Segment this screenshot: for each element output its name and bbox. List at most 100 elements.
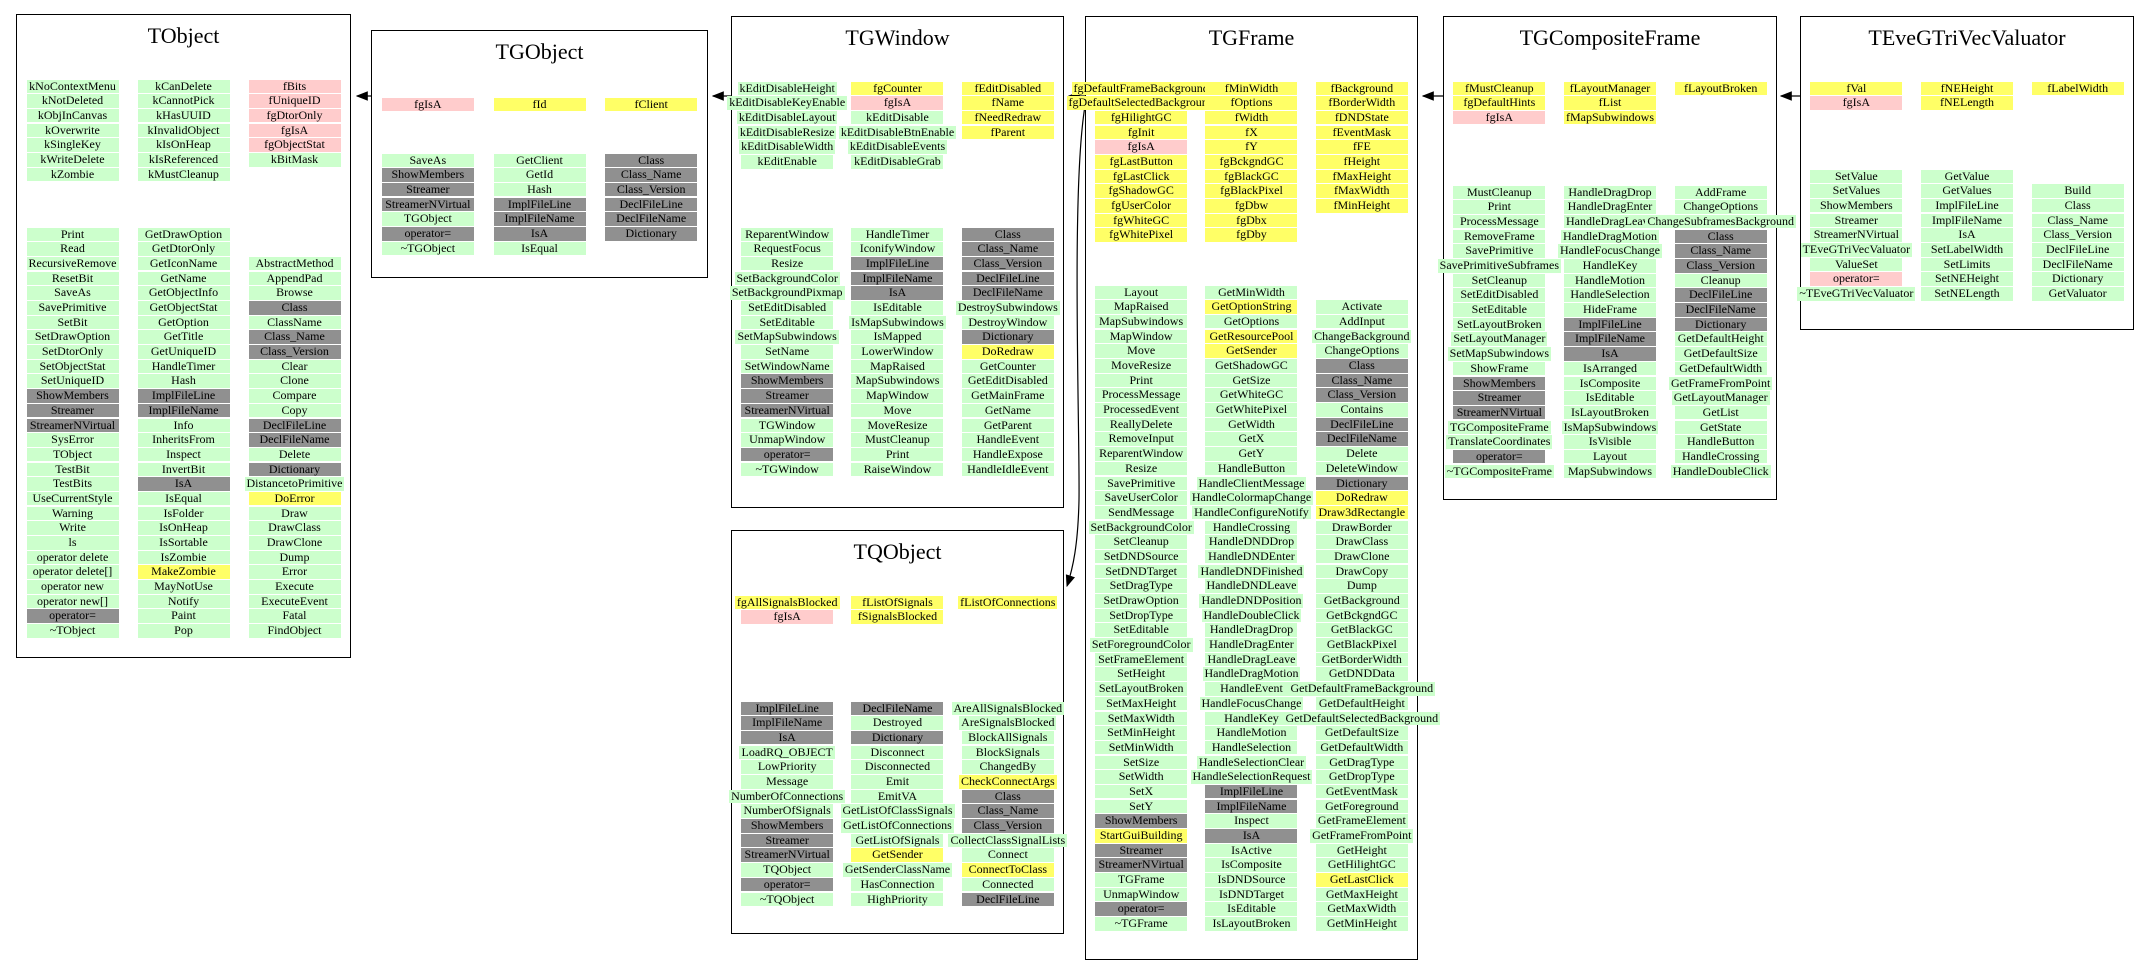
member-item[interactable]: Pop [137,624,230,638]
member-item[interactable]: GetDropType [1315,770,1408,784]
member-item[interactable]: fHeight [1315,155,1408,169]
member-item[interactable]: Browse [248,286,341,300]
member-item[interactable]: Emit [851,775,944,789]
member-item[interactable]: GetDefaultWidth [1674,361,1767,376]
member-item[interactable]: IsVisible [1564,435,1656,449]
member-item[interactable]: Print [1453,200,1546,214]
member-item[interactable]: Fatal [248,609,341,623]
member-item[interactable]: GetState [1674,420,1767,435]
member-item[interactable]: DeclFileLine [961,271,1054,286]
member-item[interactable]: ImplFileLine [1564,317,1656,332]
member-item[interactable]: DistancetoPrimitive [244,476,345,491]
member-item[interactable]: ImplFileName [493,212,586,226]
member-item[interactable]: GetWhiteGC [1205,388,1298,402]
member-item[interactable]: SaveAs [381,153,474,168]
member-item[interactable]: fgWhitePixel [1095,228,1188,242]
member-item[interactable]: GetDragType [1315,755,1408,770]
member-item[interactable]: Class_Name [961,804,1054,818]
member-item[interactable]: SetNELength [1921,287,2013,301]
member-item[interactable]: kEditDisableResize [737,124,837,140]
member-item[interactable]: MapSubwindows [1564,464,1656,479]
member-item[interactable]: HandleDNDFinished [1198,563,1305,579]
member-item[interactable]: IsDNDSource [1205,873,1298,887]
member-item[interactable]: fLayoutManager [1564,81,1656,96]
member-item[interactable]: DoRedraw [1315,491,1408,505]
member-item[interactable]: GetOptions [1205,314,1298,329]
member-item[interactable]: SetValues [1810,184,1903,198]
member-item[interactable]: GetSender [1205,344,1298,358]
member-item[interactable]: IsA [1921,228,2013,242]
member-item[interactable]: GetResourcePool [1205,329,1298,344]
member-item[interactable]: kIsReferenced [137,153,230,167]
member-item[interactable]: MapWindow [1095,329,1188,344]
member-item[interactable]: MapSubwindows [851,374,944,388]
member-item[interactable]: DeclFileLine [605,197,698,212]
member-item[interactable]: HandleDragLeave [1205,652,1298,667]
member-item[interactable]: Dictionary [1315,476,1408,491]
member-item[interactable]: GetMinWidth [1205,285,1298,300]
member-item[interactable]: RemoveInput [1095,432,1188,446]
member-item[interactable]: Class_Version [961,819,1054,833]
member-item[interactable]: ImplFileName [137,403,230,418]
member-item[interactable]: GetMainFrame [961,389,1054,403]
class-title-tgobject[interactable]: TGObject [495,39,584,64]
member-item[interactable]: NumberOfConnections [729,788,846,804]
member-item[interactable]: Copy [248,403,341,418]
member-item[interactable]: GetMaxWidth [1315,902,1408,916]
member-item[interactable]: fgDby [1205,228,1298,242]
member-item[interactable]: GetDefaultSelectedBackground [1283,710,1441,726]
member-item[interactable]: Write [26,521,119,535]
member-item[interactable]: GetHeight [1315,843,1408,858]
member-item[interactable]: DrawBorder [1315,520,1408,535]
member-item[interactable]: HandleDNDEnter [1205,549,1298,564]
member-item[interactable]: HandleSelectionRequest [1190,769,1313,784]
member-item[interactable]: ProcessedEvent [1095,403,1188,417]
member-item[interactable]: GetValue [1921,169,2013,184]
member-item[interactable]: StreamerNVirtual [1095,858,1188,872]
member-item[interactable]: fWidth [1205,110,1298,125]
member-item[interactable]: kInvalidObject [137,123,230,138]
member-item[interactable]: ~TQObject [741,892,834,907]
member-item[interactable]: GetValuator [2031,287,2124,301]
member-item[interactable]: kEditDisableKeyEnable [727,95,848,110]
member-item[interactable]: fMinHeight [1315,199,1408,213]
member-item[interactable]: IsA [851,286,944,300]
member-item[interactable]: LoadRQ_OBJECT [739,744,835,760]
member-item[interactable]: Move [851,403,944,418]
member-item[interactable]: Streamer [1095,843,1188,858]
member-item[interactable]: IsMapSubwindows [849,314,946,330]
member-item[interactable]: fClient [605,97,698,112]
member-item[interactable]: GetTitle [137,330,230,344]
member-item[interactable]: DestroySubwindows [955,300,1060,315]
member-item[interactable]: HasConnection [851,877,944,892]
member-item[interactable]: Streamer [741,389,834,403]
member-item[interactable]: ~TGFrame [1095,917,1188,931]
member-item[interactable]: Layout [1564,449,1656,464]
member-item[interactable]: SetWidth [1095,770,1188,784]
member-item[interactable]: kBitMask [248,153,341,167]
member-item[interactable]: MustCleanup [1453,185,1546,200]
member-item[interactable]: fgDbx [1205,213,1298,228]
member-item[interactable]: ImplFileLine [741,701,834,716]
member-item[interactable]: SetUniqueID [26,374,119,388]
member-item[interactable]: HandleEvent [1205,682,1298,696]
member-item[interactable]: Resize [741,256,834,271]
member-item[interactable]: AreSignalsBlocked [959,715,1057,730]
member-item[interactable]: HandleDragEnter [1564,200,1656,214]
member-item[interactable]: GetLastClick [1315,873,1408,887]
member-item[interactable]: Delete [248,447,341,462]
member-item[interactable]: DoError [248,491,341,506]
member-item[interactable]: Dictionary [851,730,944,745]
member-item[interactable]: Cleanup [1674,273,1767,288]
member-item[interactable]: SaveAs [26,286,119,300]
member-item[interactable]: GetY [1205,447,1298,461]
member-item[interactable]: Paint [137,609,230,623]
member-item[interactable]: fgUserColor [1095,199,1188,213]
member-item[interactable]: TranslateCoordinates [1446,434,1553,449]
member-item[interactable]: fListOfSignals [851,595,944,610]
member-item[interactable]: ConnectToClass [961,863,1054,877]
member-item[interactable]: AddInput [1315,314,1408,329]
member-item[interactable]: ShowMembers [1453,376,1546,391]
member-item[interactable]: SetBackgroundColor [734,270,840,286]
member-item[interactable]: GetWidth [1205,417,1298,432]
